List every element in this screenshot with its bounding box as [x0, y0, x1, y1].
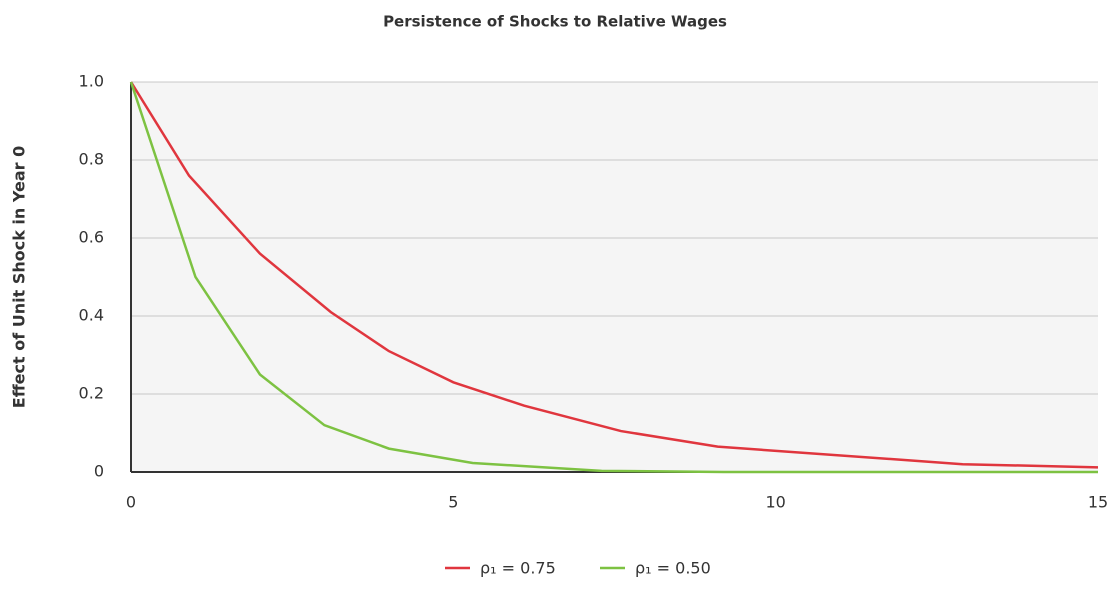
plot-area [131, 82, 1098, 472]
chart-title: Persistence of Shocks to Relative Wages [383, 13, 727, 31]
x-tick-label: 0 [126, 493, 136, 512]
y-tick-label: 0.2 [79, 384, 104, 403]
legend-label: ρ₁ = 0.75 [480, 559, 556, 578]
y-tick-label: 0 [94, 462, 104, 481]
y-tick-label: 0.6 [79, 228, 104, 247]
x-tick-label: 5 [448, 493, 458, 512]
y-tick-label: 0.4 [79, 306, 104, 325]
x-tick-label: 10 [765, 493, 785, 512]
y-tick-label: 0.8 [79, 150, 104, 169]
y-axis-label: Effect of Unit Shock in Year 0 [10, 146, 29, 408]
legend-label: ρ₁ = 0.50 [635, 559, 711, 578]
y-tick-label: 1.0 [79, 72, 104, 91]
series-line [129, 81, 1099, 469]
x-tick-label: 15 [1088, 493, 1108, 512]
series-line [129, 81, 1098, 474]
